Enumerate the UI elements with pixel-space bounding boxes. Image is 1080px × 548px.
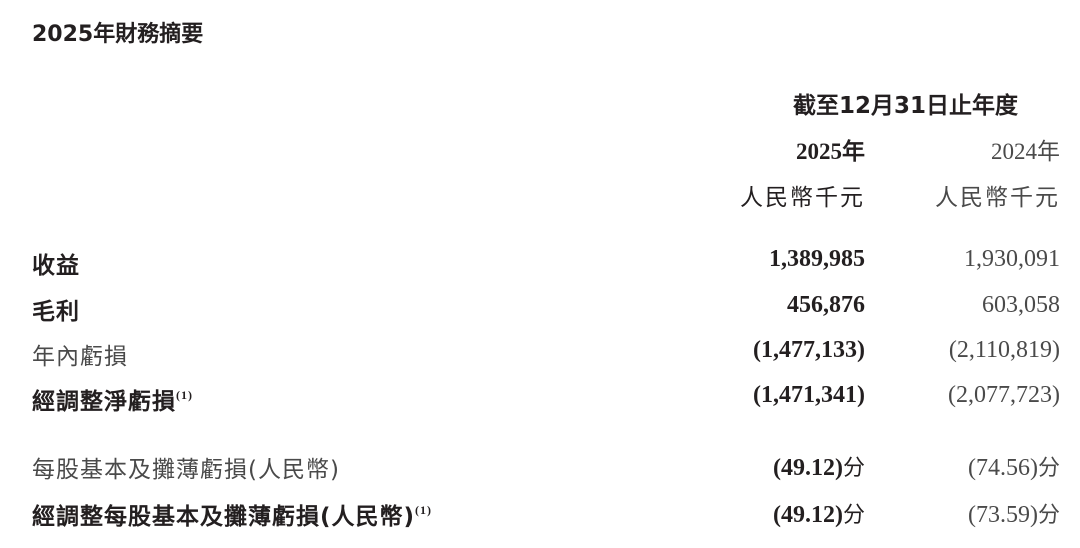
value-2025: (1,477,133) (753, 337, 865, 363)
row-label: 年內虧損 (32, 344, 128, 370)
value-2025: (49.12)分 (773, 450, 865, 482)
col-2025-unit: 人民幣千元 (740, 185, 865, 211)
value-2024: (74.56)分 (968, 450, 1060, 482)
row-label: 經調整每股基本及攤薄虧損(人民幣)(1) (32, 497, 432, 531)
value-2025-number: (49.12) (773, 502, 843, 528)
row-label-text: 經調整淨虧損 (32, 389, 176, 415)
row-label: 收益 (32, 253, 80, 279)
table-row-revenue: 收益 1,389,985 1,930,091 (0, 246, 1080, 280)
page-title: 2025年財務摘要 (32, 22, 204, 47)
value-2024: 1,930,091 (964, 246, 1060, 272)
value-2025: (49.12)分 (773, 497, 865, 529)
row-label: 毛利 (32, 299, 80, 325)
value-2024: (2,077,723) (948, 382, 1060, 408)
table-row-loss-for-year: 年內虧損 (1,477,133) (2,110,819) (0, 337, 1080, 371)
value-2025: (1,471,341) (753, 382, 865, 408)
table-row-gross-profit: 毛利 456,876 603,058 (0, 292, 1080, 326)
period-header: 截至12月31日止年度 (792, 93, 1018, 119)
table-row-adjusted-net-loss: 經調整淨虧損(1) (1,471,341) (2,077,723) (0, 382, 1080, 416)
value-2024-number: (74.56) (968, 455, 1038, 481)
value-2024: (2,110,819) (948, 337, 1060, 363)
table-row-adjusted-loss-per-share: 經調整每股基本及攤薄虧損(人民幣)(1) (49.12)分 (73.59)分 (0, 497, 1080, 531)
row-label: 經調整淨虧損(1) (32, 382, 193, 416)
value-2025: 1,389,985 (769, 246, 865, 272)
value-2024: (73.59)分 (968, 497, 1060, 529)
col-2024-year: 2024年 (991, 139, 1060, 164)
col-2025-year: 2025年 (796, 139, 865, 164)
row-label-text: 經調整每股基本及攤薄虧損(人民幣) (32, 504, 416, 530)
value-2024: 603,058 (982, 292, 1060, 318)
unit-fen: 分 (842, 456, 865, 481)
table-row-loss-per-share: 每股基本及攤薄虧損(人民幣) (49.12)分 (74.56)分 (0, 450, 1080, 484)
value-2025-number: (49.12) (773, 455, 843, 481)
unit-fen: 分 (842, 503, 865, 528)
unit-fen: 分 (1037, 503, 1060, 528)
col-2024-unit: 人民幣千元 (935, 185, 1060, 211)
footnote-marker: (1) (415, 503, 433, 517)
value-2025: 456,876 (787, 292, 865, 318)
footnote-marker: (1) (176, 388, 193, 402)
unit-fen: 分 (1037, 456, 1060, 481)
row-label: 每股基本及攤薄虧損(人民幣) (32, 457, 340, 483)
value-2024-number: (73.59) (968, 502, 1038, 528)
